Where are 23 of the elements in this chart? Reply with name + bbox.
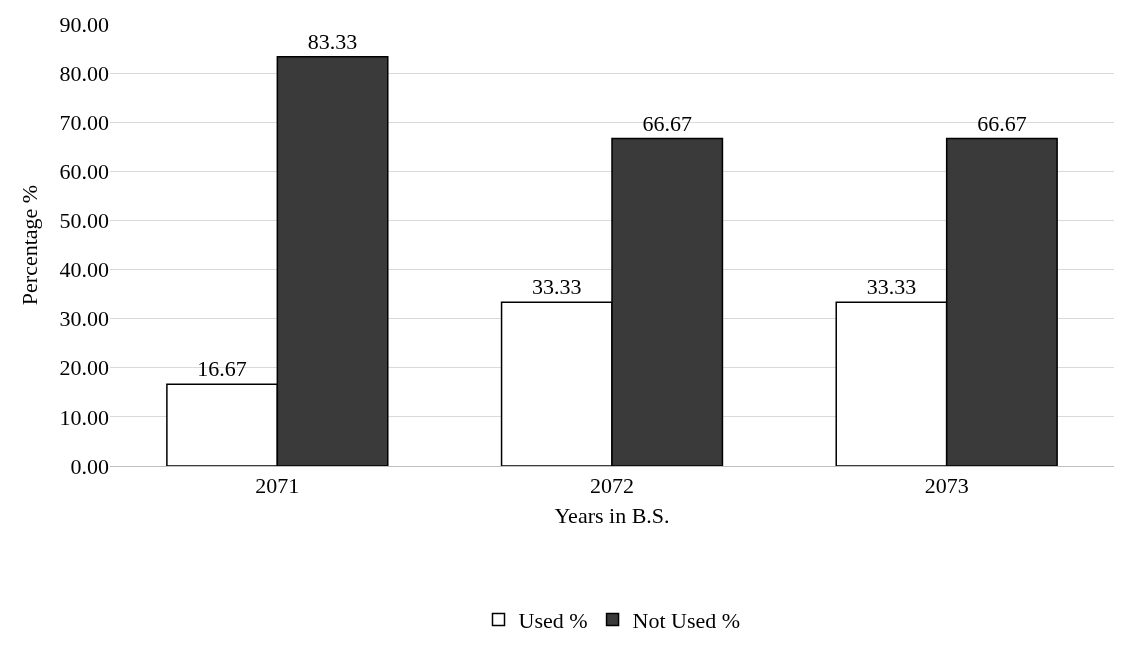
legend-label: Used % xyxy=(518,607,588,633)
y-axis-title: Percentage % xyxy=(17,184,43,306)
y-tick-label: 50.00 xyxy=(59,208,109,234)
data-label: 16.67 xyxy=(197,356,247,382)
y-tick-label: 60.00 xyxy=(59,159,109,185)
y-tick-label: 20.00 xyxy=(59,355,109,381)
data-label: 33.33 xyxy=(866,274,917,300)
y-tick-label: 40.00 xyxy=(59,257,109,283)
data-label: 83.33 xyxy=(307,28,358,54)
y-tick-label: 80.00 xyxy=(59,60,109,86)
data-label: 33.33 xyxy=(532,274,582,300)
x-tick-label: 2073 xyxy=(924,473,969,499)
y-tick-label: 90.00 xyxy=(59,11,109,37)
x-axis-title: Years in B.S. xyxy=(554,503,670,529)
y-tick-label: 0.00 xyxy=(70,453,109,479)
x-tick-label: 2071 xyxy=(255,473,300,499)
data-label: 66.67 xyxy=(642,110,692,136)
x-tick-label: 2072 xyxy=(590,473,634,499)
y-tick-label: 70.00 xyxy=(59,109,109,135)
y-tick-label: 30.00 xyxy=(59,306,109,332)
legend-label: Not Used % xyxy=(632,607,741,633)
data-label: 66.67 xyxy=(977,110,1027,136)
y-tick-label: 10.00 xyxy=(59,404,109,430)
